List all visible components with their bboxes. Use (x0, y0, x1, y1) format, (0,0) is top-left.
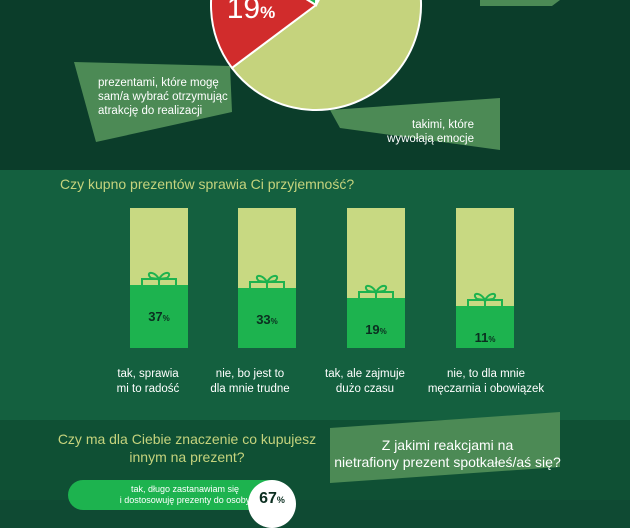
pie-callout-right: takimi, które wywołają emocje (384, 118, 474, 146)
top-right-banner (480, 0, 560, 6)
question-3-title: Czy ma dla Ciebie znaczenie co kupujesz … (42, 430, 332, 466)
gift-icon (249, 274, 285, 302)
answer-pill-line-1: tak, długo zastanawiam się (130, 484, 240, 494)
bar-section-background (0, 170, 630, 420)
bar-chart-title: Czy kupno prezentów sprawia Ci przyjemno… (60, 176, 355, 192)
bar-3: 19% (347, 208, 405, 348)
question-3-line-1: Czy ma dla Ciebie znaczenie co kupujesz (57, 431, 317, 447)
pie-callout-right-line-1: takimi, które (412, 119, 474, 131)
bar-category-label: tak, ale zajmuje dużo czasu (325, 368, 405, 395)
question-4-line-2: nietrafiony prezent spotkałeś/aś się? (334, 454, 561, 470)
bar-value-label: 37% (148, 309, 170, 324)
question-4-title: Z jakimi reakcjami na nietrafiony prezen… (330, 437, 565, 471)
answer-pill-line-2: i dostosowuję prezenty do osoby (119, 495, 251, 505)
bar-2: 33% (238, 208, 296, 348)
right-callout-banner (330, 98, 500, 150)
left-callout-banner (74, 62, 232, 142)
pie-slice-label-2: 19% (227, 0, 276, 25)
gift-icon (358, 284, 394, 312)
gift-icon (141, 271, 177, 299)
bar-category-label: tak, sprawia mi to radość (116, 368, 180, 395)
answer-pill-percent-value: 67 (259, 490, 277, 507)
bar-value-label: 11% (474, 330, 496, 345)
pie-slice-4 (315, 0, 320, 6)
pie-slice-1 (230, 0, 422, 111)
pie-callout-right-line-2: wywołają emocje (387, 133, 474, 145)
pie-slice-2 (210, 0, 318, 70)
pie-callout-left-line-2: sam/a wybrać otrzymując (98, 91, 228, 103)
pie-chart: 19%17% (74, 0, 560, 150)
pie-slice-3 (305, 0, 318, 7)
answer-pill-percent: 67% (248, 490, 296, 508)
bar-category-label: nie, to dla mnie męczarnia i obowiązek (427, 368, 545, 395)
pie-callout-left: prezentami, które mogę sam/a wybrać otrz… (98, 76, 228, 118)
answer-pill-text: tak, długo zastanawiam się i dostosowuję… (100, 484, 270, 506)
bar-1: 37% (130, 208, 188, 348)
pie-callout-left-line-1: prezentami, które mogę (98, 77, 219, 89)
bar-value-label: 19% (365, 322, 387, 337)
bar-category-label: nie, bo jest to dla mnie trudne (210, 368, 290, 395)
question-3-line-2: innym na prezent? (129, 449, 245, 465)
gift-icon (467, 292, 503, 320)
answer-pill-percent-sign: % (276, 495, 285, 505)
bar-value-label: 33% (256, 312, 278, 327)
pie-callout-left-line-3: atrakcję do realizacji (98, 105, 203, 117)
question-4-line-1: Z jakimi reakcjami na (381, 437, 514, 453)
bar-4: 11% (456, 208, 514, 348)
